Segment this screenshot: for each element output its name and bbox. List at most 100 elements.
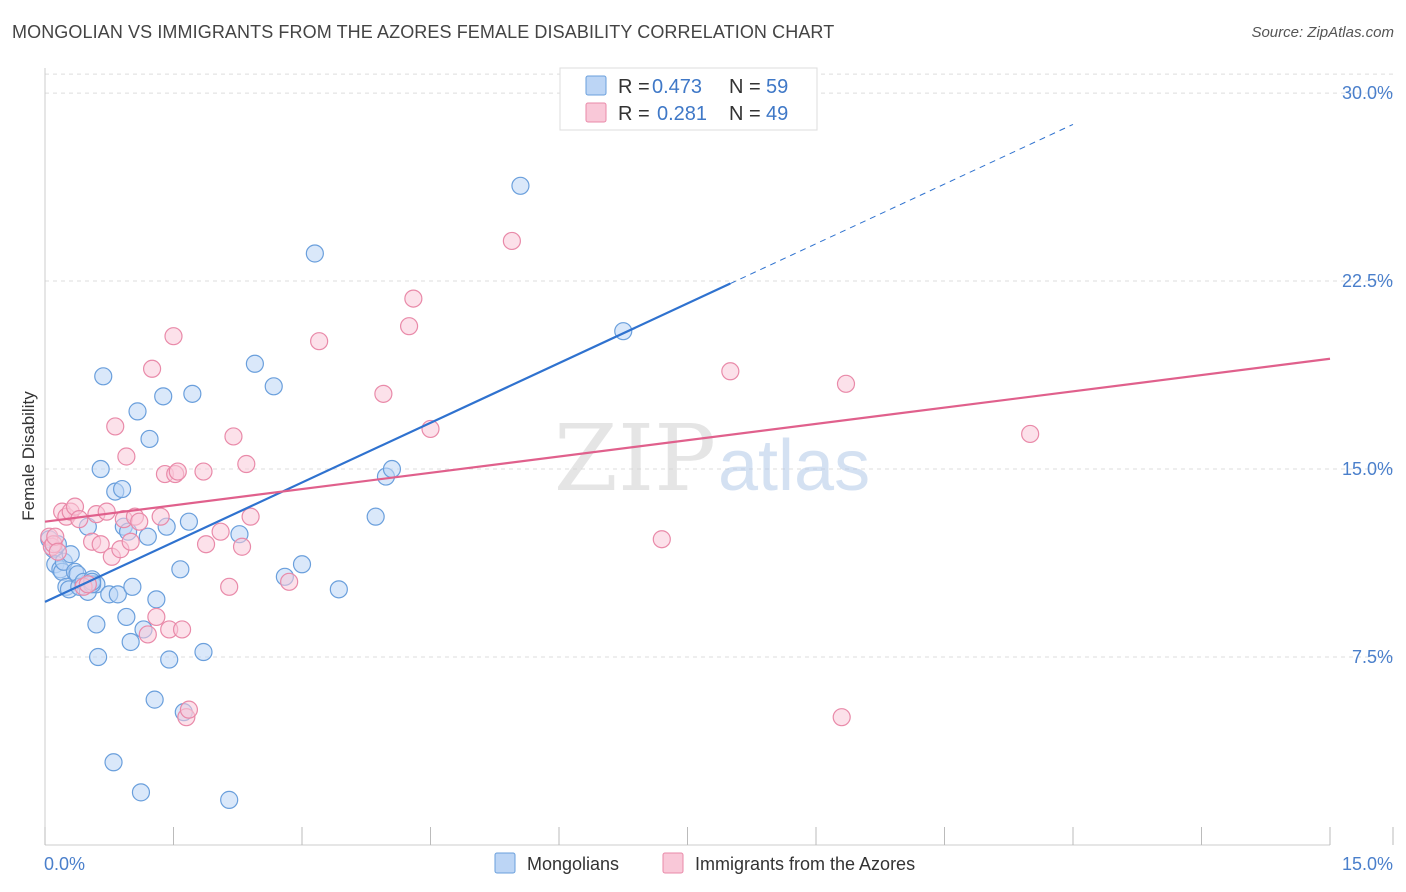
point-pink-55: [1021, 424, 1040, 444]
point-pink-42: [237, 454, 256, 474]
point-blue-56: [329, 580, 348, 599]
chart-title: MONGOLIAN VS IMMIGRANTS FROM THE AZORES …: [12, 22, 835, 42]
bottom-legend-swatch-blue: [494, 852, 516, 874]
point-blue-27: [108, 585, 127, 604]
legend-n-label-1: N =: [729, 76, 761, 98]
point-blue-47: [183, 384, 202, 403]
data-points: [40, 176, 1040, 809]
legend-swatch-pink: [585, 102, 607, 123]
point-pink-51: [652, 530, 671, 549]
watermark-zip: ZIP: [554, 405, 716, 512]
point-pink-35: [179, 700, 199, 719]
point-pink-41: [232, 537, 252, 556]
point-blue-54: [292, 555, 312, 574]
point-pink-50: [502, 231, 521, 251]
legend-swatch-blue: [585, 75, 607, 96]
y-tick-label-1: 15.0%: [1342, 459, 1393, 479]
tick-labels: 7.5% 15.0% 22.5% 30.0% 0.0% 15.0%: [44, 83, 1393, 874]
point-blue-22: [91, 459, 110, 479]
trend-line-blue: [44, 282, 731, 603]
legend-n-label-2: N =: [729, 103, 761, 125]
point-pink-32: [168, 462, 187, 481]
point-pink-24: [138, 625, 157, 644]
point-pink-47: [399, 317, 419, 336]
y-tick-label-0: 7.5%: [1352, 647, 1393, 667]
point-blue-41: [154, 387, 173, 406]
legend-r-label-1: R =: [618, 76, 650, 98]
point-blue-43: [160, 650, 179, 669]
legend-n-value-1: 59: [766, 76, 788, 98]
trend-line-blue-extension: [730, 123, 1074, 285]
point-pink-52: [721, 362, 740, 381]
trend-lines: [44, 123, 1331, 603]
bottom-legend: Mongolians Immigrants from the Azores: [494, 852, 915, 874]
y-axis-label: Female Disability: [19, 391, 38, 521]
point-pink-30: [164, 327, 183, 346]
point-pink-3: [46, 527, 65, 546]
bottom-legend-label-azores: Immigrants from the Azores: [695, 854, 915, 874]
point-blue-49: [220, 790, 239, 809]
trend-line-pink: [44, 357, 1331, 523]
point-blue-59: [382, 459, 402, 479]
point-blue-60: [511, 176, 530, 195]
x-tick-label-0: 0.0%: [44, 854, 85, 874]
point-blue-20: [87, 615, 106, 634]
point-blue-32: [121, 632, 140, 652]
point-pink-38: [211, 522, 230, 541]
point-pink-54: [836, 374, 856, 393]
point-blue-38: [140, 429, 159, 449]
watermark-atlas: atlas: [718, 426, 870, 506]
bottom-legend-label-mongolians: Mongolians: [527, 854, 619, 874]
point-pink-36: [194, 462, 213, 481]
point-blue-34: [128, 402, 147, 421]
point-blue-57: [366, 507, 385, 526]
point-blue-51: [245, 354, 264, 373]
point-pink-14: [91, 535, 110, 554]
point-blue-23: [94, 367, 113, 386]
point-blue-37: [138, 527, 157, 546]
legend-r-value-1: 0.473: [652, 76, 702, 98]
point-pink-20: [117, 447, 136, 466]
point-blue-21: [89, 647, 108, 667]
point-blue-52: [264, 377, 283, 396]
legend-n-value-2: 49: [766, 103, 788, 125]
point-pink-21: [121, 532, 140, 551]
point-blue-33: [123, 577, 142, 596]
legend-r-label-2: R =: [618, 103, 650, 125]
point-blue-39: [145, 690, 164, 709]
point-pink-43: [241, 507, 260, 526]
bottom-legend-swatch-pink: [662, 852, 684, 874]
point-pink-46: [374, 384, 393, 403]
legend-r-value-2: 0.281: [657, 103, 707, 125]
y-tick-label-3: 30.0%: [1342, 83, 1393, 103]
point-pink-23: [130, 512, 149, 531]
point-pink-25: [142, 359, 162, 378]
point-pink-37: [196, 535, 216, 554]
point-pink-4: [48, 542, 67, 561]
point-blue-48: [194, 642, 213, 662]
point-blue-35: [131, 783, 151, 802]
watermark: ZIP atlas: [554, 405, 870, 512]
point-pink-17: [106, 417, 125, 436]
point-pink-33: [172, 620, 192, 639]
y-tick-label-2: 22.5%: [1342, 271, 1393, 291]
x-tick-label-1: 15.0%: [1342, 854, 1393, 874]
axes: [44, 68, 1394, 846]
point-blue-55: [305, 244, 324, 263]
legend-box: R = 0.473 N = 59 R = 0.281 N = 49: [559, 67, 818, 131]
point-blue-25: [104, 753, 123, 772]
point-pink-39: [220, 577, 239, 596]
point-blue-30: [117, 607, 136, 627]
point-blue-40: [147, 590, 166, 609]
point-pink-27: [151, 507, 170, 526]
point-pink-40: [224, 427, 243, 446]
point-blue-28: [112, 479, 132, 499]
point-blue-46: [179, 512, 199, 531]
source-label: Source: ZipAtlas.com: [1251, 24, 1394, 41]
point-pink-44: [280, 572, 299, 591]
point-pink-48: [404, 289, 423, 308]
point-pink-53: [832, 708, 851, 727]
point-pink-26: [147, 607, 166, 627]
point-blue-44: [171, 560, 190, 579]
